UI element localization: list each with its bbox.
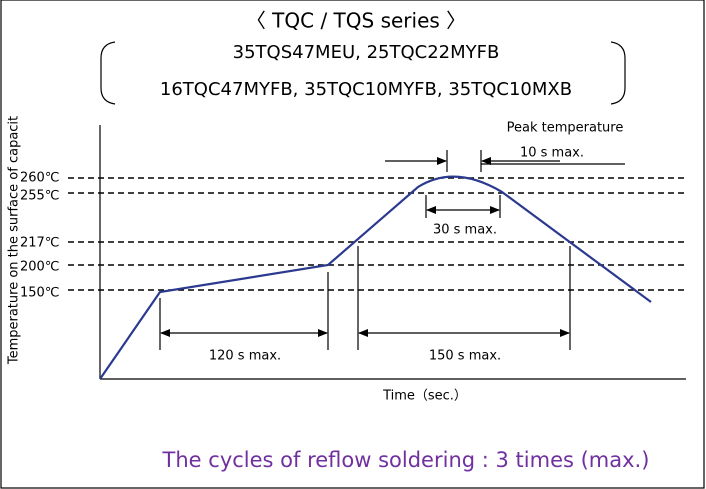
annotation: 10 s max.	[520, 146, 584, 161]
models-line: 16TQC47MYFB, 35TQC10MYFB, 35TQC10MXB	[160, 79, 572, 100]
x-axis-label: Time（sec.）	[382, 389, 467, 404]
footer-note: The cycles of reflow soldering : 3 times…	[162, 448, 650, 472]
annotation: 30 s max.	[433, 223, 497, 238]
bracket	[100, 41, 116, 105]
profile-line	[99, 175, 652, 380]
level-label: 260℃	[20, 171, 59, 186]
level-label: 255℃	[20, 189, 59, 204]
models-line: 35TQS47MEU, 25TQC22MYFB	[233, 42, 500, 63]
annotation: 120 s max.	[209, 349, 281, 364]
level-label: 217℃	[20, 236, 59, 251]
bracket	[610, 41, 626, 105]
annotation: 150 s max.	[429, 349, 501, 364]
level-label: 200℃	[20, 260, 59, 275]
y-axis-label: Temperature on the surface of capacit	[7, 116, 22, 365]
annotation: Peak temperature	[507, 121, 624, 136]
title: 〈 TQC / TQS series 〉	[246, 9, 466, 33]
level-label: 150℃	[20, 286, 59, 301]
